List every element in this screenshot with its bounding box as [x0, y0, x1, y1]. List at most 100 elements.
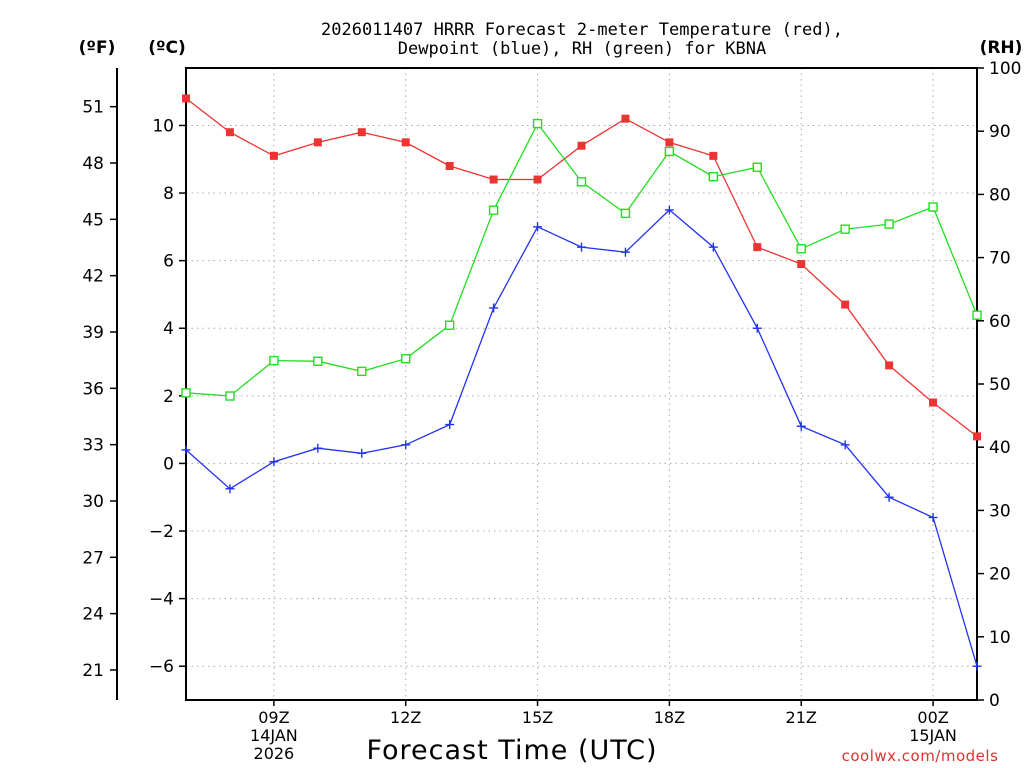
fahrenheit-tick-label: 24 — [82, 605, 104, 625]
temperature-point — [357, 128, 366, 137]
temperature-point — [797, 260, 806, 269]
rh-tick-label: 0 — [989, 691, 1000, 711]
temperature-point — [709, 151, 718, 160]
rh-point — [840, 224, 850, 234]
rh-point — [401, 354, 411, 364]
x-tick-date: 15JAN — [909, 726, 957, 745]
dewpoint-point — [884, 492, 894, 502]
rh-point — [664, 146, 675, 157]
dewpoint-point — [664, 205, 674, 215]
plot-frame — [185, 67, 978, 701]
dewpoint-point — [445, 420, 455, 430]
rh-point — [225, 391, 235, 401]
dewpoint-point — [708, 242, 718, 252]
fahrenheit-tick-label: 21 — [82, 661, 104, 681]
temperature-point — [225, 128, 234, 137]
celsius-tick-label: 8 — [163, 184, 174, 204]
temperature-point — [929, 398, 938, 407]
x-tick-label: 18Z — [654, 708, 685, 727]
dewpoint-point — [181, 445, 191, 455]
rh-point — [708, 172, 719, 182]
temperature-point — [445, 162, 454, 171]
axes — [110, 67, 984, 706]
rh-point — [269, 355, 279, 366]
temperature-point — [182, 94, 190, 103]
rh-point — [488, 205, 499, 215]
celsius-tick-label: −2 — [149, 522, 174, 542]
dewpoint-point — [972, 661, 982, 671]
x-tick-label: 09Z — [258, 708, 289, 727]
celsius-tick-label: 10 — [152, 116, 174, 136]
fahrenheit-tick-label: 36 — [82, 379, 104, 399]
rh-point — [576, 177, 587, 187]
celsius-tick-label: 0 — [163, 454, 174, 474]
rh-tick-label: 10 — [989, 628, 1011, 648]
temperature-point — [973, 432, 981, 441]
fahrenheit-tick-label: 33 — [82, 436, 104, 456]
x-tick-label: 21Z — [786, 708, 817, 727]
dewpoint-point — [313, 443, 323, 453]
temperature-point — [621, 114, 630, 123]
dewpoint-point — [225, 484, 235, 494]
rh-tick-label: 40 — [989, 438, 1011, 458]
dewpoint-point — [533, 222, 543, 232]
tick-labels: 2124273033363942454851−6−4−2024681001020… — [82, 59, 1021, 763]
fahrenheit-tick-label: 27 — [82, 548, 104, 568]
gridlines — [186, 68, 977, 700]
temperature-point — [533, 175, 542, 184]
dewpoint-point — [620, 247, 630, 257]
dewpoint-point — [357, 448, 367, 458]
rh-point — [928, 202, 938, 212]
celsius-tick-label: −6 — [149, 657, 174, 677]
data-series — [181, 94, 982, 671]
dewpoint-point — [269, 457, 279, 467]
x-tick-date: 14JAN — [250, 726, 298, 745]
fahrenheit-tick-label: 30 — [82, 492, 104, 512]
rh-tick-label: 50 — [989, 375, 1011, 395]
fahrenheit-tick-label: 45 — [82, 210, 104, 230]
chart-title-line2: Dewpoint (blue), RH (green) for KBNA — [398, 39, 766, 59]
rh-point — [532, 118, 543, 129]
rh-tick-label: 100 — [989, 59, 1021, 79]
rh-tick-label: 60 — [989, 312, 1011, 332]
temperature-point — [753, 243, 762, 252]
dewpoint-point — [489, 303, 499, 313]
temperature-point — [401, 138, 410, 147]
fahrenheit-axis-unit: (ºF) — [79, 38, 116, 58]
temperature-point — [841, 300, 850, 309]
rh-point — [884, 219, 894, 229]
rh-tick-label: 30 — [989, 501, 1011, 521]
rh-point — [972, 310, 982, 320]
rh-axis-unit: (RH) — [980, 38, 1023, 58]
rh-tick-label: 90 — [989, 122, 1011, 142]
dewpoint-point — [840, 440, 850, 450]
rh-point — [752, 162, 762, 172]
rh-point — [444, 320, 455, 330]
x-tick-year: 2026 — [254, 744, 295, 763]
celsius-tick-label: −4 — [149, 590, 174, 610]
dewpoint-point — [401, 440, 411, 450]
x-tick-label: 00Z — [917, 708, 948, 727]
rh-point — [620, 208, 631, 219]
rh-point — [357, 366, 367, 377]
rh-point — [313, 356, 323, 366]
chart-title-line1: 2026011407 HRRR Forecast 2-meter Tempera… — [321, 20, 843, 40]
dewpoint-point — [796, 421, 806, 431]
fahrenheit-tick-label: 48 — [82, 154, 104, 174]
celsius-tick-label: 6 — [163, 252, 174, 272]
fahrenheit-tick-label: 42 — [82, 267, 104, 287]
rh-point — [796, 244, 806, 254]
dewpoint-line — [185, 209, 978, 667]
temperature-point — [489, 175, 498, 184]
temperature-point — [885, 361, 894, 370]
temperature-point — [665, 138, 674, 147]
x-tick-label: 12Z — [390, 708, 421, 727]
dewpoint-point — [928, 512, 938, 522]
celsius-axis-unit: (ºC) — [148, 38, 186, 58]
dewpoint-point — [577, 242, 586, 252]
temperature-point — [313, 138, 322, 147]
x-tick-label: 15Z — [522, 708, 553, 727]
celsius-tick-label: 2 — [163, 387, 174, 407]
fahrenheit-tick-label: 51 — [82, 98, 104, 118]
